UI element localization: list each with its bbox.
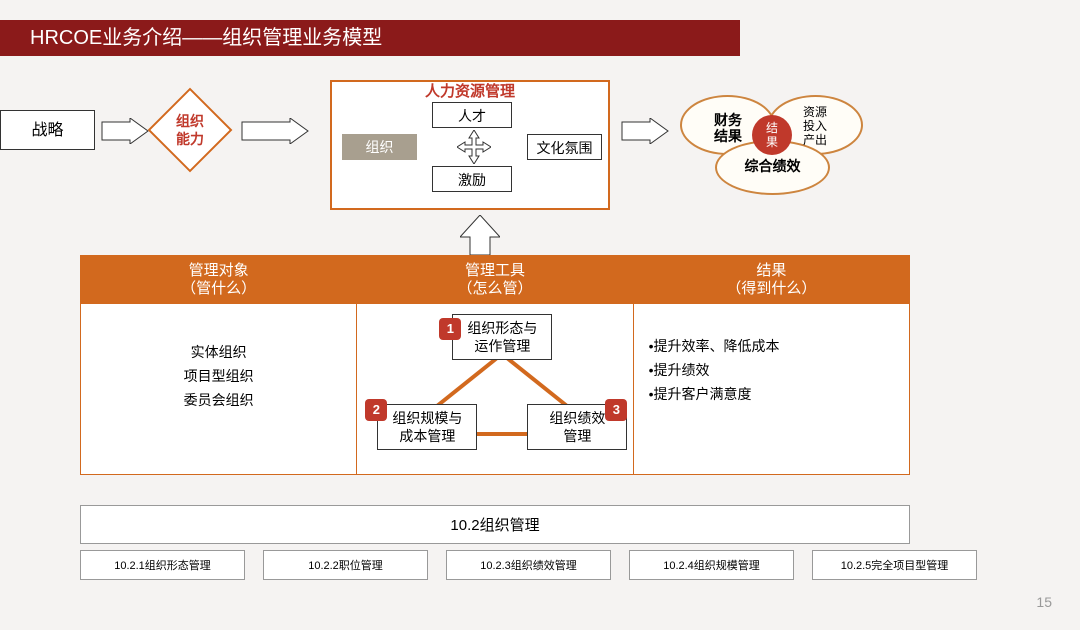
hr-incentive: 激励: [432, 166, 512, 192]
hr-management-box: 人力资源管理 人才 组织 文化氛围 激励: [330, 80, 610, 210]
venn-bottom: 综合绩效: [725, 158, 820, 174]
hr-culture: 文化氛围: [527, 134, 602, 160]
sub-item: 10.2.1组织形态管理: [80, 550, 245, 580]
strategy-box: 战略: [0, 110, 95, 150]
hr-talent: 人才: [432, 102, 512, 128]
slide-title: HRCOE业务介绍——组织管理业务模型: [0, 20, 740, 56]
tool-2: 组织规模与成本管理: [377, 404, 477, 450]
hr-org: 组织: [342, 134, 417, 160]
three-columns: 管理对象（管什么） 实体组织 项目型组织 委员会组织 管理工具（怎么管） 组织形…: [80, 255, 910, 475]
col-header: 管理对象（管什么）: [81, 256, 356, 304]
sub-item: 10.2.5完全项目型管理: [812, 550, 977, 580]
page-number: 15: [1036, 594, 1052, 610]
section-bar: 10.2组织管理: [80, 505, 910, 544]
top-flow: 战略 组织能力 人力资源管理 人才 组织 文化氛围 激励 财务结果 资源投入产出…: [0, 80, 1080, 210]
sub-item: 10.2.3组织绩效管理: [446, 550, 611, 580]
cross-arrow-icon: [457, 130, 491, 164]
col-body: 组织形态与运作管理 组织规模与成本管理 组织绩效管理 1 2 3: [357, 304, 632, 474]
col-body: •提升效率、降低成本 •提升绩效 •提升客户满意度: [634, 304, 909, 474]
col-body: 实体组织 项目型组织 委员会组织: [81, 304, 356, 474]
tool-1: 组织形态与运作管理: [452, 314, 552, 360]
results-venn: 财务结果 资源投入产出 综合绩效 结果: [680, 80, 860, 210]
arrow-icon: [240, 118, 310, 144]
venn-core: 结果: [752, 115, 792, 155]
sub-item: 10.2.4组织规模管理: [629, 550, 794, 580]
badge-2: 2: [365, 399, 387, 421]
col-tools: 管理工具（怎么管） 组织形态与运作管理 组织规模与成本管理 组织绩效管理 1 2…: [357, 256, 632, 474]
arrow-icon: [100, 118, 150, 144]
col-header: 结果（得到什么）: [634, 256, 909, 304]
sub-sections: 10.2.1组织形态管理 10.2.2职位管理 10.2.3组织绩效管理 10.…: [80, 550, 980, 580]
col-header: 管理工具（怎么管）: [357, 256, 632, 304]
arrow-icon: [620, 118, 670, 144]
col-results: 结果（得到什么） •提升效率、降低成本 •提升绩效 •提升客户满意度: [634, 256, 909, 474]
capability-label: 组织能力: [155, 112, 225, 148]
up-arrow-icon: [460, 215, 500, 255]
badge-3: 3: [605, 399, 627, 421]
badge-1: 1: [439, 318, 461, 340]
sub-item: 10.2.2职位管理: [263, 550, 428, 580]
hr-title: 人力资源管理: [332, 80, 608, 101]
col-object: 管理对象（管什么） 实体组织 项目型组织 委员会组织: [81, 256, 356, 474]
